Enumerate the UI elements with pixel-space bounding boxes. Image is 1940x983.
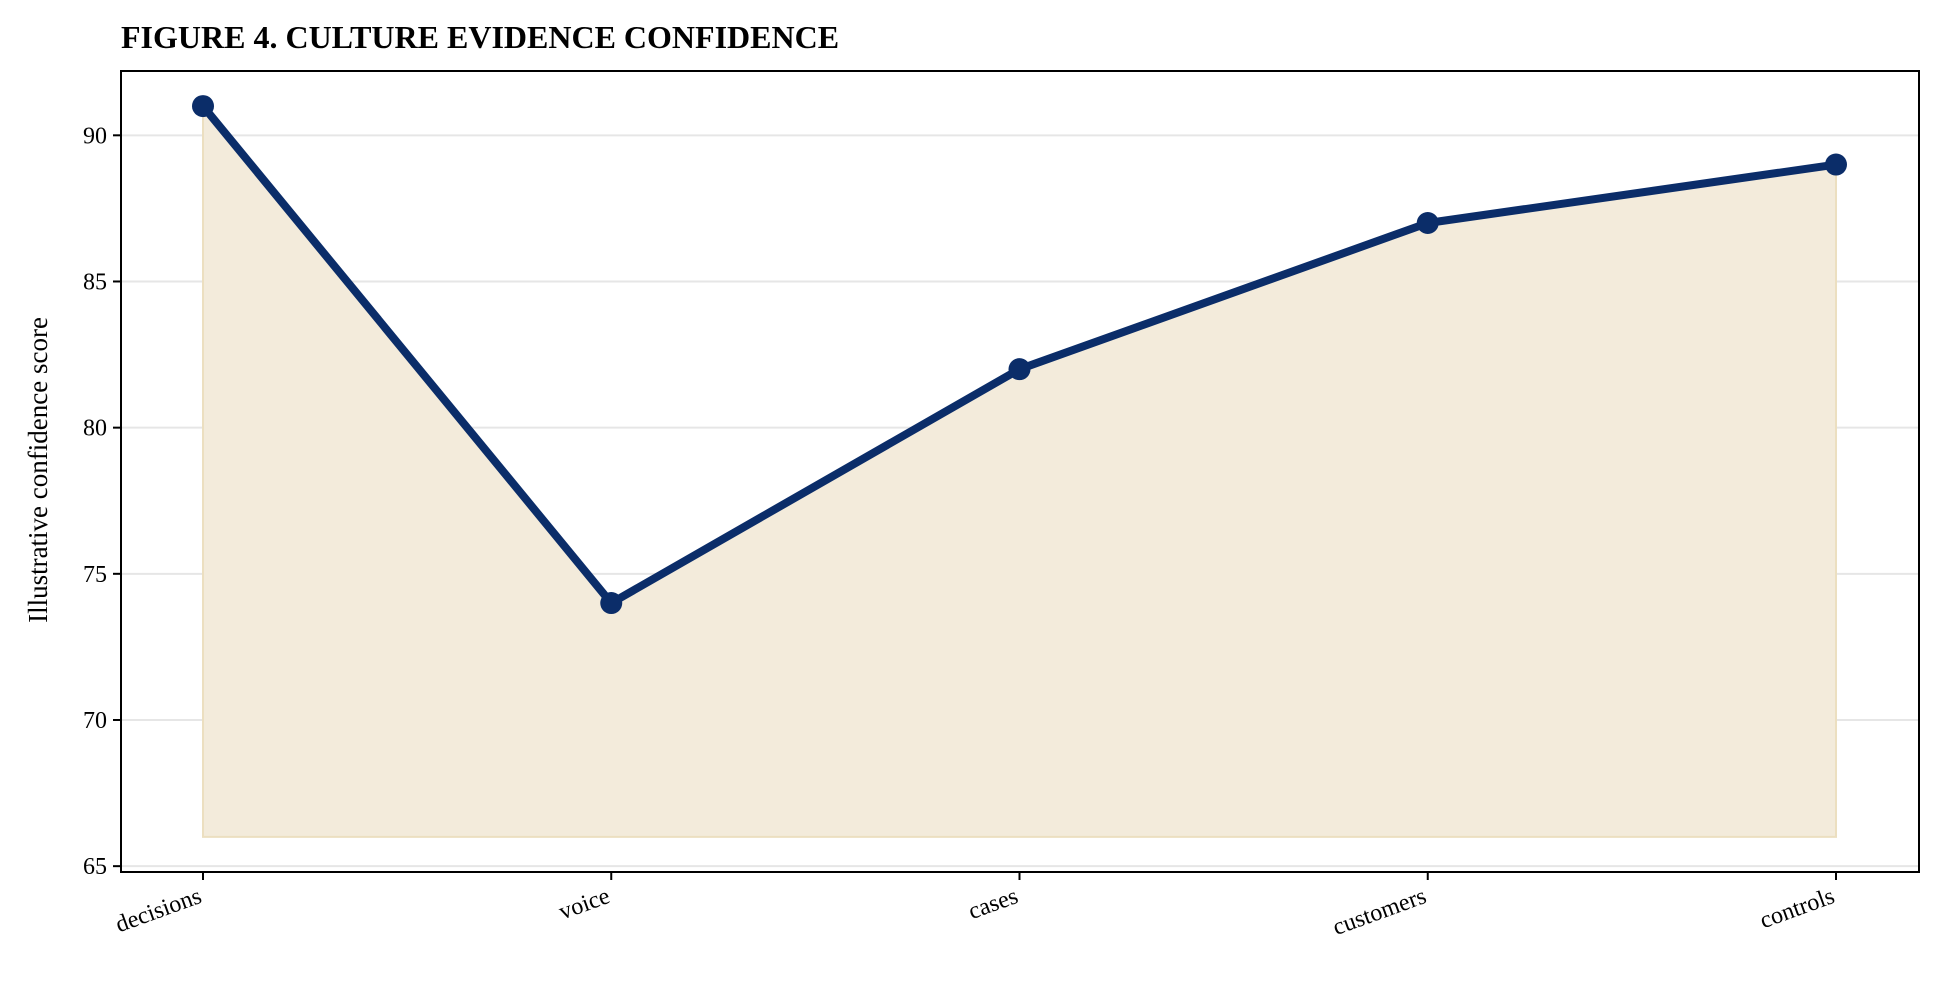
y-axis-label: Illustrative confidence score [23, 317, 53, 623]
x-tick-label-decisions: decisions [112, 883, 205, 938]
x-tick-label-voice: voice [556, 883, 614, 925]
y-tick-label: 85 [83, 269, 107, 295]
y-tick-label: 65 [83, 854, 107, 880]
data-point-customers [1416, 212, 1439, 235]
data-point-decisions [192, 95, 214, 118]
data-point-controls [1825, 153, 1847, 176]
area-region [202, 103, 1837, 838]
y-tick-label: 75 [83, 562, 107, 588]
data-points [192, 95, 1847, 615]
y-tick-label: 80 [83, 416, 107, 442]
data-point-voice [600, 592, 623, 615]
x-axis-ticks: decisions voice cases customers controls [112, 872, 1838, 941]
y-tick-label: 70 [83, 708, 107, 734]
x-tick-label-customers: customers [1329, 883, 1429, 941]
y-tick-label: 90 [83, 123, 107, 149]
chart-title: FIGURE 4. CULTURE EVIDENCE CONFIDENCE [121, 19, 839, 55]
y-axis-ticks: 65 70 75 80 85 90 [83, 123, 121, 880]
x-tick-label-cases: cases [965, 883, 1021, 925]
data-point-cases [1008, 358, 1031, 381]
area-fill [202, 103, 1837, 838]
x-tick-label-controls: controls [1756, 883, 1838, 934]
